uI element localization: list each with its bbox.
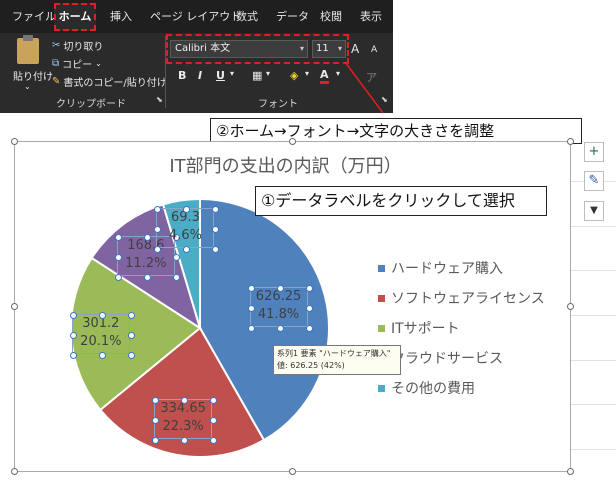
legend-item[interactable]: ソフトウェアライセンス — [378, 288, 545, 308]
label-handle[interactable] — [173, 274, 180, 281]
legend-item[interactable]: ハードウェア購入 — [378, 258, 503, 278]
data-label[interactable]: 69.3 4.6% — [156, 208, 214, 248]
legend-label: クラウドサービス — [391, 348, 503, 368]
legend-label: ハードウェア購入 — [391, 258, 503, 278]
legend-label: ITサポート — [391, 318, 460, 338]
label-handle[interactable] — [128, 352, 135, 359]
data-label-percent: 22.3% — [155, 418, 211, 436]
label-handle[interactable] — [128, 312, 135, 319]
data-label[interactable]: 334.65 22.3% — [154, 399, 212, 439]
label-handle[interactable] — [115, 234, 122, 241]
legend-label: ソフトウェアライセンス — [391, 288, 545, 308]
label-handle[interactable] — [277, 325, 284, 332]
tooltip-series-text: 系列1 要素 "ハードウェア購入" — [277, 348, 397, 360]
tooltip-value-text: 値: 626.25 (42%) — [277, 360, 397, 372]
legend-item[interactable]: その他の費用 — [378, 378, 475, 398]
data-label-percent: 4.6% — [157, 227, 213, 245]
label-handle[interactable] — [306, 285, 313, 292]
label-handle[interactable] — [128, 332, 135, 339]
label-handle[interactable] — [144, 274, 151, 281]
label-handle[interactable] — [248, 325, 255, 332]
label-handle[interactable] — [99, 312, 106, 319]
label-handle[interactable] — [99, 352, 106, 359]
data-label[interactable]: 626.25 41.8% — [250, 287, 308, 327]
label-handle[interactable] — [144, 234, 151, 241]
legend-swatch — [378, 295, 385, 302]
label-handle[interactable] — [306, 305, 313, 312]
label-handle[interactable] — [248, 285, 255, 292]
legend-swatch — [378, 265, 385, 272]
label-handle[interactable] — [70, 352, 77, 359]
legend-swatch — [378, 325, 385, 332]
data-label[interactable]: 301.2 20.1% — [72, 314, 130, 354]
chart-tooltip: 系列1 要素 "ハードウェア購入" 値: 626.25 (42%) — [273, 345, 401, 375]
step1-callout: ①データラベルをクリックして選択 — [255, 186, 547, 216]
data-label-percent: 20.1% — [73, 333, 129, 351]
data-label-percent: 11.2% — [118, 255, 174, 273]
label-handle[interactable] — [306, 325, 313, 332]
legend-swatch — [378, 385, 385, 392]
label-handle[interactable] — [173, 254, 180, 261]
label-handle[interactable] — [277, 285, 284, 292]
label-handle[interactable] — [248, 305, 255, 312]
legend-label: その他の費用 — [391, 378, 475, 398]
data-label-percent: 41.8% — [251, 306, 307, 324]
label-handle[interactable] — [70, 312, 77, 319]
legend-item[interactable]: ITサポート — [378, 318, 460, 338]
label-handle[interactable] — [115, 274, 122, 281]
label-handle[interactable] — [115, 254, 122, 261]
label-handle[interactable] — [70, 332, 77, 339]
